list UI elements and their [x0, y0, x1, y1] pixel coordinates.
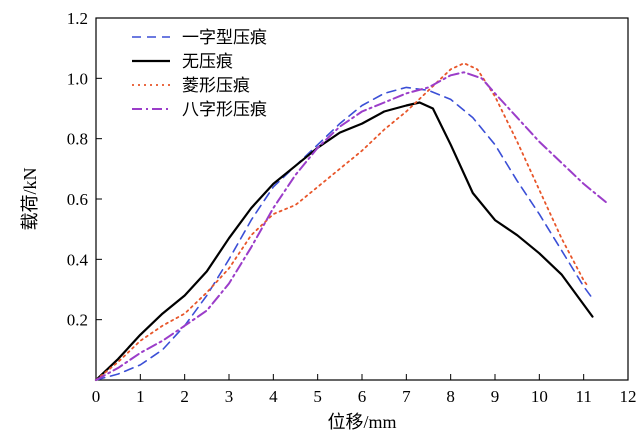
x-tick-label: 5 [313, 387, 322, 406]
series-line-4 [95, 71, 607, 381]
x-tick-label: 3 [225, 387, 234, 406]
y-axis-label: 载荷/kN [20, 167, 40, 230]
x-tick-label: 0 [92, 387, 101, 406]
x-tick-label: 7 [402, 387, 411, 406]
legend-label-1: 一字型压痕 [182, 28, 267, 47]
y-tick-label: 0.6 [67, 190, 88, 209]
legend-label-4: 八字形压痕 [182, 100, 267, 119]
x-tick-label: 11 [575, 387, 591, 406]
x-tick-label: 10 [531, 387, 548, 406]
x-tick-label: 2 [180, 387, 189, 406]
x-tick-label: 12 [620, 387, 637, 406]
y-tick-label: 0.8 [67, 130, 88, 149]
x-tick-label: 9 [491, 387, 500, 406]
x-tick-label: 6 [358, 387, 367, 406]
x-tick-label: 8 [446, 387, 455, 406]
x-tick-label: 4 [269, 387, 278, 406]
y-tick-label: 0.4 [67, 250, 89, 269]
y-tick-label: 1.2 [67, 9, 88, 28]
legend-label-3: 菱形压痕 [182, 76, 250, 95]
x-tick-label: 1 [136, 387, 145, 406]
axis-ticks: 0 1 2 3 4 5 6 7 8 9 10 11 120.20.40.60.81.01.2 [67, 9, 637, 406]
plot-frame [95, 17, 629, 381]
legend-label-2: 无压痕 [182, 52, 233, 71]
x-axis-label: 位移/mm [327, 412, 396, 432]
series-line-2 [94, 101, 594, 382]
series-line-1 [95, 86, 594, 381]
series-lines [94, 62, 607, 382]
y-tick-label: 0.2 [67, 311, 88, 330]
y-tick-label: 1.0 [67, 69, 88, 88]
series-line-3 [95, 62, 589, 381]
